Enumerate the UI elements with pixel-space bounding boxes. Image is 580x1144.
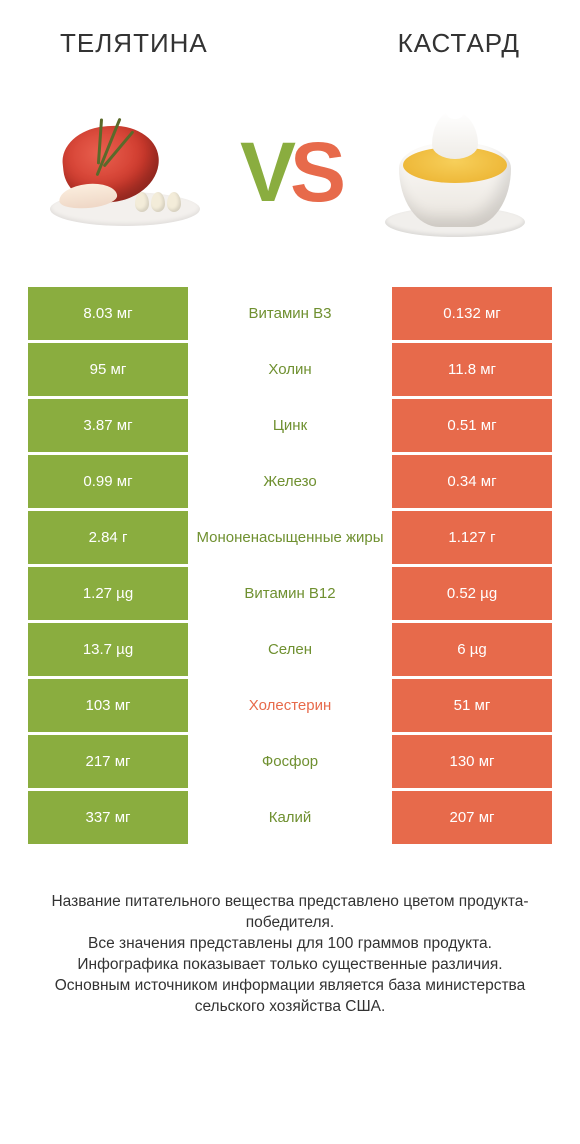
footer-line: Инфографика показывает только существенн… [36, 955, 544, 976]
right-value: 130 мг [392, 735, 552, 788]
vs-letter-v: V [240, 130, 290, 214]
table-row: 0.99 мгЖелезо0.34 мг [28, 455, 552, 508]
veal-illustration [45, 112, 205, 232]
right-value: 0.132 мг [392, 287, 552, 340]
table-row: 103 мгХолестерин51 мг [28, 679, 552, 732]
right-value: 207 мг [392, 791, 552, 844]
header: ТЕЛЯТИНА КАСТАРД [0, 0, 580, 67]
right-value: 51 мг [392, 679, 552, 732]
custard-illustration [380, 97, 530, 247]
right-value: 0.51 мг [392, 399, 552, 452]
table-row: 217 мгФосфор130 мг [28, 735, 552, 788]
nutrient-label: Витамин B12 [188, 567, 392, 620]
right-product-title: КАСТАРД [398, 28, 520, 59]
table-row: 95 мгХолин11.8 мг [28, 343, 552, 396]
right-product-image [370, 97, 540, 247]
left-value: 1.27 µg [28, 567, 188, 620]
nutrient-label: Цинк [188, 399, 392, 452]
nutrient-label: Калий [188, 791, 392, 844]
nutrient-label: Фосфор [188, 735, 392, 788]
right-value: 6 µg [392, 623, 552, 676]
footer-line: Все значения представлены для 100 граммо… [36, 934, 544, 955]
vs-label: VS [240, 130, 340, 214]
left-value: 0.99 мг [28, 455, 188, 508]
left-product-image [40, 97, 210, 247]
vs-letter-s: S [290, 130, 340, 214]
right-value: 0.34 мг [392, 455, 552, 508]
nutrient-label: Железо [188, 455, 392, 508]
left-value: 8.03 мг [28, 287, 188, 340]
nutrient-label: Холестерин [188, 679, 392, 732]
table-row: 2.84 гМононенасыщенные жиры1.127 г [28, 511, 552, 564]
footer-line: Основным источником информации является … [36, 976, 544, 1018]
right-value: 11.8 мг [392, 343, 552, 396]
left-value: 2.84 г [28, 511, 188, 564]
left-value: 3.87 мг [28, 399, 188, 452]
nutrient-label: Селен [188, 623, 392, 676]
right-value: 0.52 µg [392, 567, 552, 620]
nutrient-label: Витамин B3 [188, 287, 392, 340]
left-value: 103 мг [28, 679, 188, 732]
right-value: 1.127 г [392, 511, 552, 564]
left-product-title: ТЕЛЯТИНА [60, 28, 208, 59]
comparison-table: 8.03 мгВитамин B30.132 мг95 мгХолин11.8 … [0, 287, 580, 844]
left-value: 95 мг [28, 343, 188, 396]
product-images-row: VS [0, 67, 580, 287]
table-row: 1.27 µgВитамин B120.52 µg [28, 567, 552, 620]
left-value: 13.7 µg [28, 623, 188, 676]
left-value: 337 мг [28, 791, 188, 844]
left-value: 217 мг [28, 735, 188, 788]
nutrient-label: Холин [188, 343, 392, 396]
table-row: 13.7 µgСелен6 µg [28, 623, 552, 676]
table-row: 3.87 мгЦинк0.51 мг [28, 399, 552, 452]
table-row: 337 мгКалий207 мг [28, 791, 552, 844]
footer-line: Название питательного вещества представл… [36, 892, 544, 934]
footer-notes: Название питательного вещества представл… [0, 844, 580, 1018]
table-row: 8.03 мгВитамин B30.132 мг [28, 287, 552, 340]
nutrient-label: Мононенасыщенные жиры [188, 511, 392, 564]
